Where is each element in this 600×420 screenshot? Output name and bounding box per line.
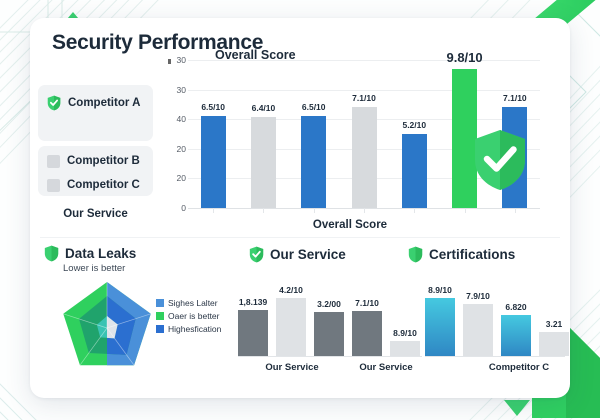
certifications-title: Certifications — [429, 247, 516, 262]
bar-value-label: 3.21 — [545, 319, 563, 330]
bar — [250, 116, 276, 208]
y-axis-tick: 30 — [176, 84, 186, 95]
legend-swatch-competitor-b — [47, 154, 60, 168]
bar — [276, 298, 306, 356]
x-axis-tick-mark — [263, 208, 265, 213]
bar — [238, 310, 268, 356]
y-axis-tick: 30 — [176, 55, 186, 65]
bar-value-label: 9.8/10 — [446, 49, 483, 65]
x-axis-tick-mark — [514, 208, 516, 213]
grid-line — [188, 60, 540, 61]
overall-score-chart-title: Overall Score — [215, 48, 296, 62]
radar-legend-swatch-2 — [156, 324, 164, 333]
y-axis-tick: 20 — [176, 173, 186, 184]
bar-value-label: 5.2/10 — [402, 120, 427, 130]
x-axis-tick-mark — [464, 208, 466, 213]
overall-score-x-axis-label: Overall Score — [312, 219, 388, 231]
y-axis-top-tick-mark — [168, 59, 171, 64]
radar-series-polygon — [107, 295, 136, 355]
bar-value-label: 4.2/10 — [279, 285, 303, 296]
bar-value-label: 8.9/10 — [393, 328, 417, 339]
bar — [425, 297, 455, 356]
radar-legend: Sighes Lalter Oaer is better Highesficat… — [156, 296, 221, 335]
bar — [200, 115, 226, 208]
radar-legend-item: Highesfication — [156, 322, 221, 335]
radar-legend-label-0: Sighes Lalter — [168, 297, 218, 308]
our-service-title: Our Service — [270, 247, 346, 262]
radar-legend-label-1: Oaer is better — [168, 310, 220, 321]
y-axis-tick: 40 — [176, 114, 186, 125]
certifications-chart: 8.9/10 7.9/10 6.820 3.21 Competitor C — [425, 284, 569, 373]
y-axis-tick: 20 — [176, 143, 186, 154]
certifications-header: Certifications — [408, 246, 515, 263]
bar-value-label: 7.1/10 — [503, 92, 527, 103]
x-axis-tick-mark — [313, 208, 315, 213]
y-axis: 30 30 40 20 20 0 — [160, 55, 186, 213]
bar-value-label: 6.5/10 — [201, 101, 225, 112]
x-axis-tick-label: Our Service — [359, 362, 413, 373]
bar — [452, 68, 478, 208]
bar-value-label: 7.9/10 — [466, 291, 490, 302]
bar — [501, 315, 531, 356]
radar-legend-item: Sighes Lalter — [156, 296, 221, 309]
bar-value-label: 1,8.139 — [238, 297, 268, 308]
shield-icon — [408, 246, 423, 263]
bar-value-label: 8.9/10 — [428, 284, 452, 295]
diagonal-lines-bottomleft — [0, 383, 37, 420]
legend-label-competitor-b: Competitor B — [67, 155, 140, 167]
bar — [401, 134, 427, 208]
bar — [352, 310, 382, 356]
page-title: Security Performance — [52, 31, 264, 54]
data-leaks-header: Data Leaks — [44, 245, 136, 262]
grid-line — [188, 89, 540, 91]
radar-axis-line — [106, 313, 151, 329]
legend-footer-our-service: Our Service — [63, 208, 128, 220]
shield-check-icon — [47, 95, 61, 111]
our-service-chart: 1,8.139 4.2/10 3.2/00 7.1/10 8.9/10 Our Servi… — [238, 285, 422, 373]
bar-value-label: 7.1/10 — [355, 297, 379, 308]
radar-axis-line — [106, 327, 135, 366]
our-service-header: Our Service — [249, 246, 346, 263]
shield-icon — [44, 245, 59, 262]
bar-value-label: 6.820 — [505, 302, 527, 313]
bar — [351, 106, 377, 208]
y-axis-tick: 0 — [181, 203, 186, 213]
x-axis-baseline — [425, 356, 565, 357]
bar-value-label: 6.4/10 — [251, 102, 276, 113]
shield-check-icon — [249, 246, 264, 263]
x-axis-tick-label: Competitor C — [488, 362, 550, 373]
data-leaks-title: Data Leaks — [65, 246, 137, 261]
legend-card-competitor-a[interactable]: Competitor A — [38, 85, 153, 141]
x-axis-tick-label: Our Service — [265, 362, 319, 373]
x-axis-tick-mark — [213, 208, 215, 213]
x-axis-tick-mark — [364, 208, 365, 213]
bar — [301, 115, 327, 208]
legend-label-competitor-c: Competitor C — [67, 179, 140, 191]
legend-card-competitors-bc[interactable]: Competitor B Competitor C — [38, 146, 153, 196]
bar-value-label: 3.2/00 — [317, 298, 341, 309]
x-axis-tick-mark — [414, 208, 416, 213]
x-axis-baseline — [238, 356, 422, 357]
radar-axis-line — [63, 313, 108, 329]
bar — [463, 304, 493, 356]
radar-legend-swatch-0 — [156, 298, 164, 307]
radar-axis-line — [79, 327, 108, 366]
bar — [314, 311, 344, 356]
bar — [390, 341, 420, 356]
radar-legend-swatch-1 — [156, 311, 164, 320]
bar-value-label: 6.5/10 — [301, 101, 326, 112]
legend-swatch-competitor-c — [47, 178, 60, 192]
data-leaks-radar-chart — [63, 282, 151, 366]
bar-value-label: 7.1/10 — [352, 92, 376, 103]
section-divider — [40, 237, 560, 238]
legend-label-competitor-a: Competitor A — [68, 97, 141, 109]
radar-legend-label-2: Highesfication — [168, 323, 222, 334]
shield-check-badge-icon — [475, 130, 525, 190]
radar-series-polygon — [107, 316, 118, 339]
radar-legend-item: Oaer is better — [156, 309, 221, 322]
bar — [539, 332, 569, 356]
data-leaks-subtitle: Lower is better — [63, 263, 126, 274]
